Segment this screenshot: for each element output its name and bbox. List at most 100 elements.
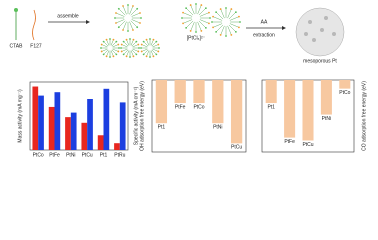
micelle-head bbox=[208, 22, 210, 25]
micelle-head bbox=[117, 50, 120, 53]
micelle-chain bbox=[151, 49, 157, 55]
micelle-chain bbox=[106, 50, 110, 57]
micelle-head bbox=[125, 38, 128, 41]
micelle-chain bbox=[197, 4, 202, 15]
micelle-chain bbox=[151, 41, 157, 47]
micelle-chain bbox=[143, 49, 149, 55]
micelle-chain bbox=[122, 21, 127, 31]
micelle-head bbox=[230, 8, 233, 10]
micelle-head bbox=[152, 38, 155, 41]
micelle-head bbox=[100, 43, 103, 46]
micelle-head bbox=[149, 38, 151, 40]
x-tick-label: PtCo bbox=[33, 152, 44, 158]
micelle-head bbox=[185, 7, 188, 10]
micelle-chain bbox=[212, 16, 223, 21]
micelle-chain bbox=[141, 44, 148, 48]
bar bbox=[38, 95, 44, 150]
micelle-head bbox=[105, 55, 108, 58]
bar bbox=[193, 80, 205, 104]
micelle-head bbox=[189, 30, 192, 32]
micelle-head bbox=[132, 5, 134, 7]
bar bbox=[54, 92, 61, 150]
micelle-head bbox=[139, 12, 141, 14]
micelle-chain bbox=[227, 8, 232, 19]
micelle-chain bbox=[126, 39, 130, 46]
micelle-head bbox=[239, 21, 241, 23]
micelle-chain bbox=[182, 19, 193, 24]
micelle-chain bbox=[129, 5, 134, 15]
bar bbox=[174, 80, 186, 104]
micelle-chain bbox=[131, 12, 141, 17]
product-label: mesoporous Pt bbox=[303, 58, 337, 64]
bar-label: PtCu bbox=[231, 145, 242, 151]
micelle-head bbox=[185, 26, 188, 29]
micelle-head bbox=[204, 7, 207, 10]
x-tick-label: PtNi bbox=[66, 152, 75, 158]
micelle-chain bbox=[110, 39, 114, 46]
micelle-head bbox=[102, 53, 105, 56]
y-axis-label: Mass activity (mA mg⁻¹) bbox=[17, 89, 23, 143]
micelle-head bbox=[117, 7, 120, 10]
bar bbox=[70, 112, 77, 150]
aa-label: AA bbox=[261, 19, 268, 25]
bar bbox=[155, 80, 168, 124]
f127-icon bbox=[32, 9, 36, 41]
micelle-chain bbox=[130, 50, 134, 57]
micelle-head bbox=[225, 7, 227, 9]
micelle-head bbox=[215, 11, 218, 14]
pore bbox=[304, 32, 308, 36]
micelle-head bbox=[212, 26, 214, 29]
bar bbox=[97, 135, 104, 150]
micelle-chain bbox=[220, 8, 225, 19]
micelle-head bbox=[158, 47, 160, 49]
micelle-chain bbox=[121, 44, 128, 48]
bar-label: PtNi bbox=[213, 125, 222, 131]
micelle-head bbox=[136, 7, 139, 10]
micelle-chain bbox=[212, 23, 223, 28]
pore bbox=[332, 32, 336, 36]
micelle-head bbox=[109, 56, 111, 58]
micelle-head bbox=[118, 47, 120, 49]
micelle-head bbox=[127, 4, 129, 6]
micelle-head bbox=[132, 38, 135, 41]
micelle-chain bbox=[130, 8, 138, 16]
bar bbox=[48, 106, 55, 150]
micelle-chain bbox=[182, 12, 193, 17]
micelle-chain bbox=[111, 41, 117, 47]
plot-frame bbox=[29, 81, 129, 151]
micelle-chain bbox=[143, 41, 149, 47]
micelle-chain bbox=[141, 48, 148, 52]
micelle-chain bbox=[131, 49, 137, 55]
micelle-head bbox=[234, 11, 237, 14]
micelle-chain bbox=[131, 19, 141, 24]
micelle-head bbox=[132, 29, 134, 31]
micelle-head bbox=[200, 4, 203, 6]
micelle-head bbox=[120, 47, 122, 49]
assemble-label: assemble bbox=[57, 13, 79, 19]
micelle-head bbox=[137, 50, 140, 53]
micelle-chain bbox=[227, 25, 232, 36]
micelle-chain bbox=[228, 24, 237, 33]
micelle-chain bbox=[199, 12, 210, 17]
charts: PtCo PtFe PtNi PtCu Pt1 PtRu Mass activity (mA… bbox=[17, 79, 367, 158]
micelle-head bbox=[139, 22, 141, 24]
bar bbox=[119, 102, 126, 150]
micelle-chain bbox=[126, 50, 130, 57]
micelle-head bbox=[155, 53, 158, 56]
micelle-head bbox=[140, 43, 143, 46]
y-axis-label: CO adsorption free energy (eV) bbox=[361, 81, 367, 151]
micelle-chain bbox=[118, 20, 126, 28]
micelle-chain bbox=[228, 11, 237, 20]
micelle-chain bbox=[198, 7, 207, 16]
micelle-chain bbox=[215, 11, 224, 20]
bar-label: PtCo bbox=[193, 104, 204, 110]
micelle-head bbox=[195, 31, 197, 33]
micelle-head bbox=[219, 34, 222, 36]
micelle-chain bbox=[146, 50, 150, 57]
micelle-head bbox=[142, 40, 145, 43]
micelle-head bbox=[115, 53, 118, 56]
micelle-head bbox=[122, 5, 124, 7]
micelle-chain bbox=[150, 39, 154, 46]
micelle-head bbox=[100, 50, 103, 53]
micelle-head bbox=[145, 38, 148, 41]
